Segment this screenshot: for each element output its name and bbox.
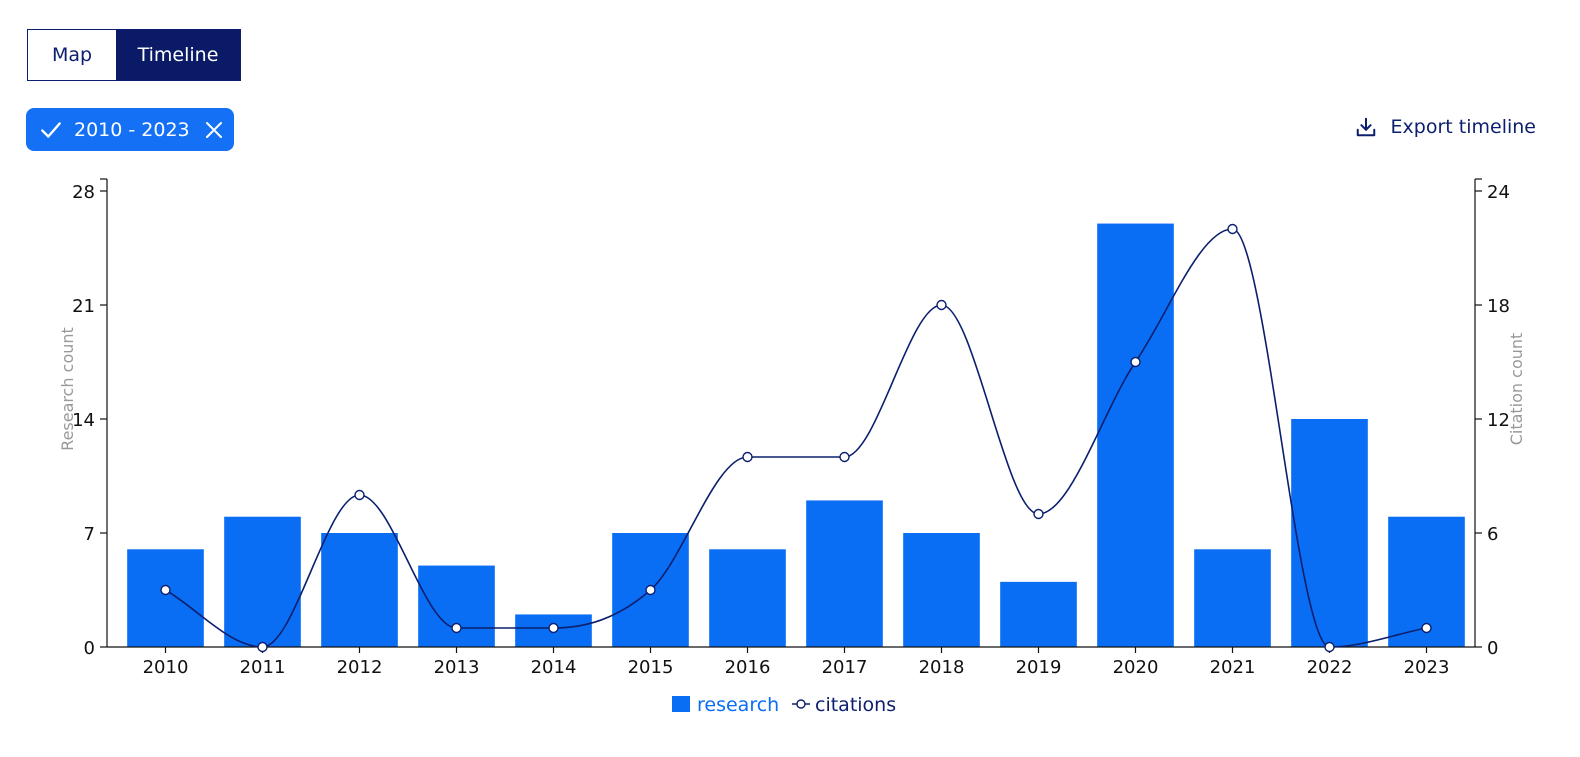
citations-point-2011	[257, 641, 268, 653]
research-bar-2017	[806, 500, 883, 647]
x-tick-label: 2017	[822, 657, 868, 678]
research-bar-2018	[903, 533, 980, 647]
citations-point-2018	[936, 299, 947, 311]
x-tick-label: 2011	[240, 657, 286, 678]
research-bar-2011	[224, 516, 301, 647]
check-icon	[41, 121, 61, 138]
citations-point-2016	[742, 451, 753, 463]
map-tab-button[interactable]: Map	[28, 30, 116, 80]
citations-point-2019	[1033, 508, 1044, 520]
left-tick-label: 14	[72, 410, 95, 431]
citations-point-2015	[645, 584, 656, 596]
close-icon[interactable]	[204, 120, 224, 140]
left-tick-label: 28	[72, 182, 95, 203]
citations-point-2012	[354, 489, 365, 501]
citations-point-2022	[1324, 641, 1335, 653]
left-axis-title: Research count	[58, 327, 77, 451]
x-tick-label: 2014	[531, 657, 577, 678]
citations-line	[165, 228, 1427, 648]
research-bar-2013	[418, 565, 495, 647]
view-toggle: Map Timeline	[27, 29, 241, 81]
x-tick-label: 2018	[919, 657, 965, 678]
x-tick-label: 2016	[725, 657, 771, 678]
research-bar-2012	[321, 533, 398, 647]
citations-point-2023	[1421, 622, 1432, 634]
research-bar-2020	[1097, 223, 1174, 648]
x-tick-label: 2021	[1210, 657, 1256, 678]
export-timeline-label: Export timeline	[1390, 116, 1536, 138]
legend-citations-marker	[796, 699, 806, 709]
right-tick-label: 6	[1487, 524, 1498, 545]
left-tick-label: 0	[84, 638, 95, 659]
x-tick-label: 2022	[1307, 657, 1353, 678]
right-tick-label: 18	[1487, 296, 1510, 317]
citations-point-2014	[548, 622, 559, 634]
research-bar-2010	[127, 549, 204, 647]
x-tick-label: 2012	[337, 657, 383, 678]
filter-chip-label: 2010 - 2023	[74, 118, 190, 141]
x-tick-label: 2023	[1404, 657, 1450, 678]
research-bar-2019	[1000, 581, 1077, 647]
x-tick-label: 2019	[1016, 657, 1062, 678]
export-timeline-button[interactable]: Export timeline	[1355, 116, 1536, 138]
x-tick-label: 2020	[1113, 657, 1159, 678]
citations-point-2017	[839, 451, 850, 463]
legend-citations-label: citations	[815, 694, 896, 716]
legend-research-label: research	[697, 694, 779, 716]
citations-point-2010	[160, 584, 171, 596]
research-bar-2016	[709, 549, 786, 647]
timeline-tab-button[interactable]: Timeline	[116, 30, 240, 80]
x-tick-label: 2015	[628, 657, 674, 678]
x-tick-label: 2013	[434, 657, 480, 678]
citations-point-2013	[451, 622, 462, 634]
timeline-chart: 0 7 14 21 28 0 6 12 18 24 2010 2011 2012 2013 2014 2015…	[58, 178, 1526, 716]
x-tick-label: 2010	[143, 657, 189, 678]
left-tick-label: 21	[72, 296, 95, 317]
right-tick-label: 24	[1487, 182, 1510, 203]
left-tick-label: 7	[84, 524, 95, 545]
right-tick-label: 12	[1487, 410, 1510, 431]
right-tick-label: 0	[1487, 638, 1498, 659]
year-range-filter-chip[interactable]: 2010 - 2023	[26, 108, 234, 151]
citations-point-2020	[1130, 356, 1141, 368]
legend-research-swatch	[672, 696, 690, 712]
right-axis-title: Citation count	[1507, 333, 1526, 446]
research-bar-2021	[1194, 549, 1271, 647]
download-icon	[1356, 117, 1375, 137]
research-bar-2022	[1291, 419, 1368, 647]
citations-point-2021	[1227, 223, 1238, 235]
